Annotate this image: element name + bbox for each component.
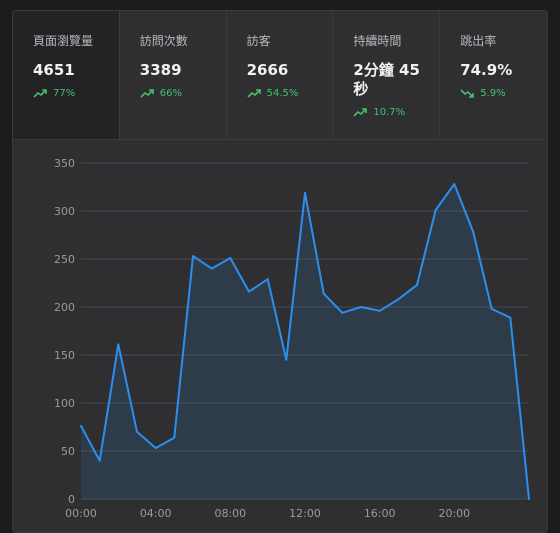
chart-area [81,184,529,499]
data-point [210,267,213,270]
x-tick-label: 20:00 [438,507,470,520]
trend-up-icon [353,108,368,117]
stat-change-value: 66% [159,88,183,99]
stat-duration[interactable]: 持續時間 2分鐘 45秒 10.7% [333,11,441,139]
stat-change-value: 10.7% [373,107,406,118]
data-point [80,425,82,428]
data-point [248,290,250,293]
data-point [397,298,400,301]
stat-label: 訪客 [246,34,271,48]
stat-label: 頁面瀏覽量 [33,34,94,48]
data-point [416,283,418,286]
data-point [341,311,344,314]
stat-value: 2666 [246,61,289,79]
data-point [490,307,493,310]
stat-change: 66% [140,88,226,99]
y-tick-label: 50 [61,445,75,458]
data-point [285,358,288,361]
y-tick-label: 300 [54,205,75,218]
data-point [136,430,138,433]
data-point [173,436,176,439]
y-tick-label: 250 [54,253,75,266]
y-tick-label: 200 [54,301,75,314]
data-point [229,257,232,260]
y-tick-label: 150 [54,349,75,362]
trend-up-icon [247,89,261,98]
traffic-chart: 0 50 100 150 200 250 300 350 00:00 04:00 08:00 12:… [13,139,547,532]
stat-label: 訪問次數 [139,34,188,48]
y-tick-label: 350 [54,157,75,170]
stat-value: 74.9% [460,61,513,79]
stat-change: 5.9% [460,88,547,99]
data-point [192,255,194,258]
stat-change: 77% [33,88,119,99]
stat-change: 10.7% [353,107,439,118]
data-point [117,343,120,346]
stat-value: 3389 [139,61,182,79]
stat-value: 4651 [33,61,75,79]
y-tick-label: 100 [54,397,75,410]
x-tick-label: 16:00 [364,507,396,520]
x-axis-ticks: 00:00 04:00 08:00 12:00 16:00 20:00 [65,507,470,520]
stat-label: 跳出率 [460,34,497,48]
x-tick-label: 12:00 [289,507,321,520]
trend-up-icon [33,89,47,98]
data-point [378,309,381,312]
stat-visits[interactable]: 訪問次數 3389 66% [120,11,227,139]
data-point [304,191,306,194]
data-point [154,447,157,450]
data-point [98,459,101,462]
stat-change-value: 54.5% [266,88,299,99]
data-point [360,306,362,308]
stat-change: 54.5% [247,88,333,99]
stat-visitors[interactable]: 訪客 2666 54.5% [227,11,334,139]
chart-grid [81,162,529,500]
trend-up-icon [140,89,154,98]
x-tick-label: 04:00 [140,507,172,520]
y-axis-ticks: 0 50 100 150 200 250 300 350 [54,157,75,506]
data-point [434,209,437,212]
data-point [472,230,474,233]
stat-value: 2分鐘 45秒 [353,61,420,98]
chart-points [80,183,530,500]
data-point [528,498,530,500]
y-tick-label: 0 [68,493,75,506]
stat-change-value: 77% [53,88,76,99]
x-tick-label: 08:00 [214,507,246,520]
stat-label: 持續時間 [353,34,402,48]
analytics-panel: 頁面瀏覽量 4651 77% 訪問次數 3389 66% 訪客 2666 54.… [12,10,548,533]
stat-pageviews[interactable]: 頁面瀏覽量 4651 77% [13,11,120,139]
data-point [509,316,512,319]
stats-row: 頁面瀏覽量 4651 77% 訪問次數 3389 66% 訪客 2666 54.… [13,11,547,140]
stat-bounce-rate[interactable]: 跳出率 74.9% 5.9% [440,11,547,139]
trend-down-icon [460,89,474,98]
x-tick-label: 00:00 [65,507,97,520]
data-point [322,292,325,295]
data-point [453,183,456,186]
chart-svg: 0 50 100 150 200 250 300 350 00:00 04:00 08:00 12:… [54,157,530,520]
stat-change-value: 5.9% [480,88,506,99]
data-point [266,278,269,281]
